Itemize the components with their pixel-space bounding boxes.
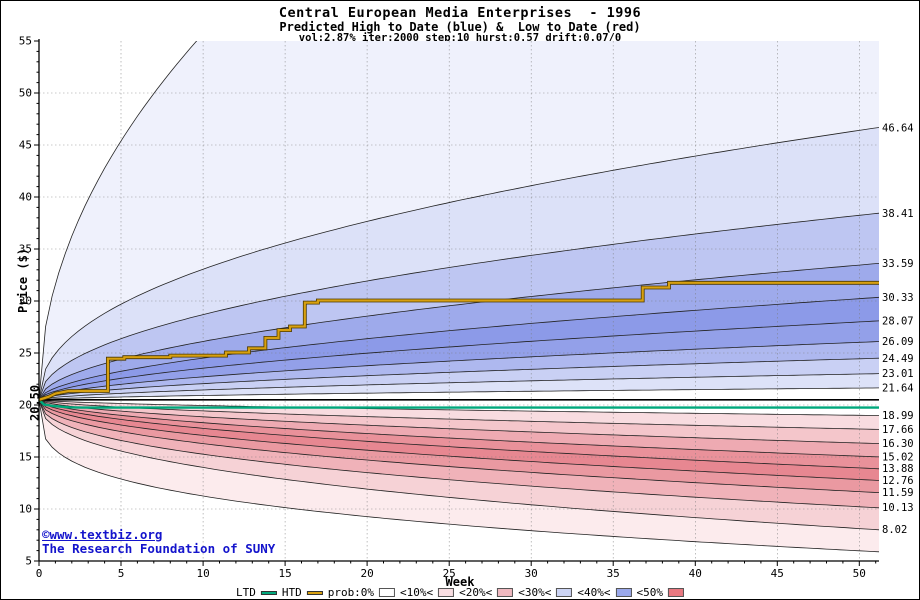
svg-text:50: 50 bbox=[19, 87, 32, 100]
legend-ltd-label: LTD bbox=[235, 586, 256, 599]
svg-text:5: 5 bbox=[118, 567, 125, 580]
svg-text:16.30: 16.30 bbox=[882, 438, 914, 450]
svg-text:12.76: 12.76 bbox=[882, 475, 914, 487]
watermark-link[interactable]: ©www.textbiz.org bbox=[42, 527, 163, 542]
svg-text:35: 35 bbox=[19, 243, 32, 256]
svg-text:26.09: 26.09 bbox=[882, 336, 914, 348]
svg-text:55: 55 bbox=[19, 35, 32, 48]
legend-prob-swatch-3 bbox=[556, 588, 573, 597]
svg-text:8.02: 8.02 bbox=[882, 524, 907, 536]
svg-text:28.07: 28.07 bbox=[882, 316, 914, 328]
y-axis-title: Price ($) bbox=[16, 247, 30, 313]
svg-text:40: 40 bbox=[689, 567, 702, 580]
svg-text:10: 10 bbox=[19, 503, 32, 516]
legend: LTD HTD prob:0% <10%< <20%< <30%< <40%< <50% bbox=[235, 586, 685, 599]
svg-text:15.02: 15.02 bbox=[882, 451, 914, 463]
svg-text:21.64: 21.64 bbox=[882, 382, 914, 394]
svg-text:24.49: 24.49 bbox=[882, 353, 914, 365]
svg-text:46.64: 46.64 bbox=[882, 122, 914, 134]
svg-text:20: 20 bbox=[19, 399, 32, 412]
chart-subtitle: Predicted High to Date (blue) & Low to D… bbox=[279, 20, 641, 34]
svg-text:15: 15 bbox=[278, 567, 291, 580]
legend-prob-label-1: <10%< bbox=[400, 586, 434, 599]
legend-prob-label-3: <30%< bbox=[518, 586, 552, 599]
svg-text:35: 35 bbox=[607, 567, 620, 580]
svg-text:17.66: 17.66 bbox=[882, 424, 914, 436]
svg-text:25: 25 bbox=[443, 567, 456, 580]
chart-title: Central European Media Enterprises - 199… bbox=[278, 5, 642, 21]
svg-text:0: 0 bbox=[36, 567, 43, 580]
legend-prob-swatch-1 bbox=[438, 588, 455, 597]
legend-prob-swatch-0 bbox=[379, 588, 396, 597]
legend-prob-label-5: <50% bbox=[636, 586, 664, 599]
svg-text:50: 50 bbox=[853, 567, 866, 580]
svg-text:38.41: 38.41 bbox=[882, 208, 914, 220]
watermark-org: The Research Foundation of SUNY bbox=[42, 541, 276, 556]
svg-text:11.59: 11.59 bbox=[882, 487, 914, 499]
svg-text:25: 25 bbox=[19, 347, 32, 360]
svg-text:30: 30 bbox=[19, 295, 32, 308]
legend-htd-swatch bbox=[306, 590, 323, 595]
x-axis-title: Week bbox=[445, 575, 475, 589]
svg-text:5: 5 bbox=[25, 555, 32, 568]
svg-text:45: 45 bbox=[19, 139, 32, 152]
svg-text:20: 20 bbox=[360, 567, 373, 580]
svg-text:40: 40 bbox=[19, 191, 32, 204]
legend-prob-label-2: <20%< bbox=[459, 586, 493, 599]
legend-prob-label-0: prob:0% bbox=[327, 586, 375, 599]
svg-text:33.59: 33.59 bbox=[882, 258, 914, 270]
legend-prob-label-4: <40%< bbox=[577, 586, 611, 599]
legend-ltd-swatch bbox=[260, 590, 277, 595]
legend-prob-swatch-2 bbox=[497, 588, 514, 597]
svg-text:10.13: 10.13 bbox=[882, 502, 914, 514]
start-price-label: 20.50 bbox=[28, 384, 42, 421]
legend-htd-label: HTD bbox=[281, 586, 302, 599]
svg-text:18.99: 18.99 bbox=[882, 410, 914, 422]
svg-text:45: 45 bbox=[771, 567, 784, 580]
svg-text:30.33: 30.33 bbox=[882, 292, 914, 304]
svg-text:30: 30 bbox=[525, 567, 538, 580]
legend-prob-swatch-5 bbox=[668, 588, 685, 597]
svg-text:13.88: 13.88 bbox=[882, 463, 914, 475]
svg-text:10: 10 bbox=[196, 567, 209, 580]
legend-prob-swatch-4 bbox=[615, 588, 632, 597]
svg-text:23.01: 23.01 bbox=[882, 368, 914, 380]
svg-text:15: 15 bbox=[19, 451, 32, 464]
